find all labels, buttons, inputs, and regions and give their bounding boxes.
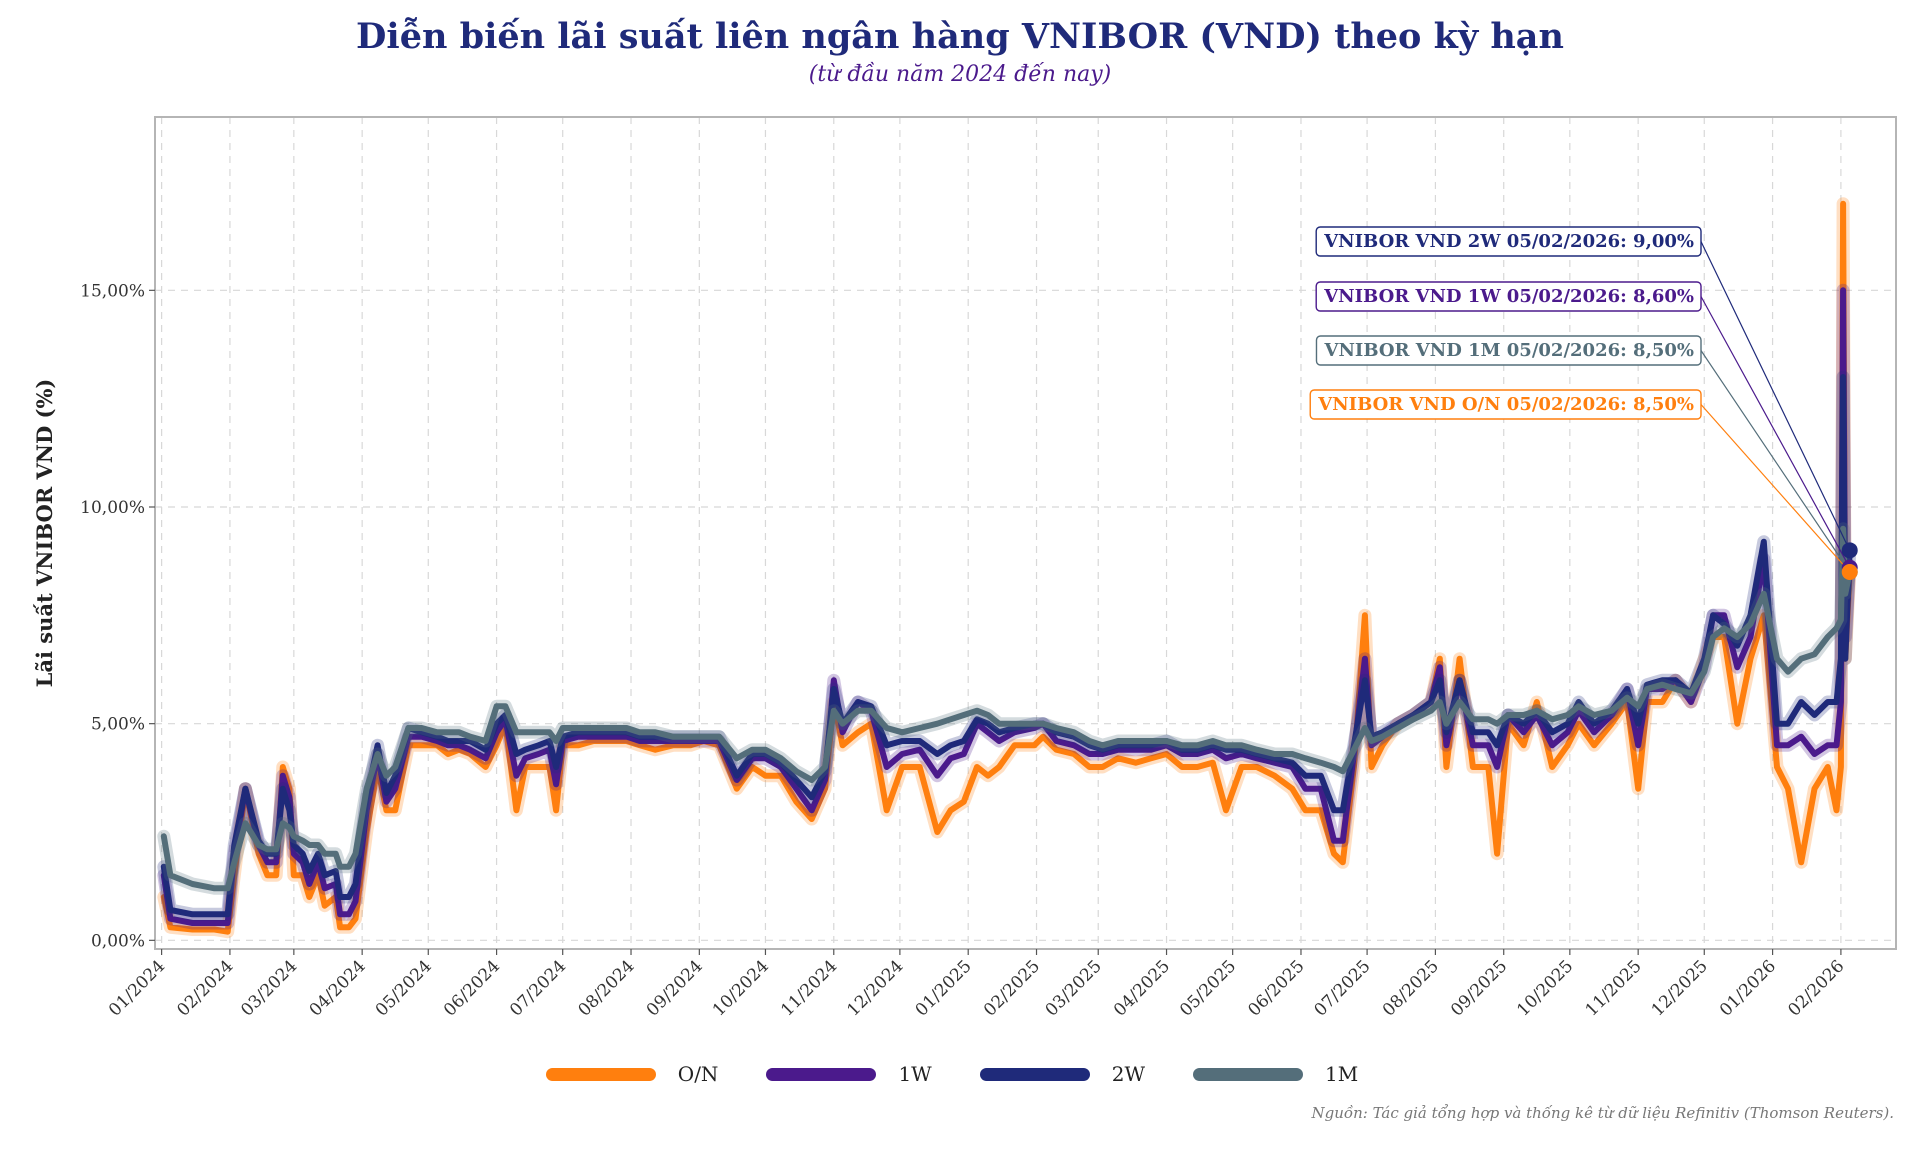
- legend-swatch-1w: [766, 1067, 877, 1081]
- legend-item-2w: 2W: [979, 1062, 1161, 1086]
- legend-label-1m: 1M: [1325, 1062, 1359, 1086]
- x-tick-label: 01/2026: [1716, 956, 1780, 1020]
- annotation-leader-3: [1700, 404, 1851, 573]
- y-tick-label: 5,00%: [91, 715, 145, 735]
- annotation-leader-2: [1700, 350, 1851, 573]
- y-tick-label: 15,00%: [80, 281, 145, 301]
- x-tick-label: 04/2024: [306, 956, 370, 1020]
- series-halo-2: [157, 370, 1857, 921]
- grid-layer: [155, 117, 1896, 949]
- annotation-label-2: VNIBOR VND 1M 05/02/2026: 8,50%: [1323, 340, 1694, 361]
- legend-swatch-on: [545, 1067, 656, 1081]
- x-tick-label: 03/2025: [1042, 956, 1106, 1020]
- plot-frame: [154, 116, 1897, 950]
- x-tick-label: 05/2025: [1176, 956, 1240, 1020]
- legend-swatch-2w: [979, 1067, 1090, 1081]
- x-tick-label: 03/2024: [237, 956, 301, 1020]
- series-layer: [157, 197, 1857, 939]
- x-tick-label: 10/2024: [709, 956, 773, 1020]
- legend-label-on: O/N: [677, 1062, 719, 1086]
- annotation-layer: VNIBOR VND 2W 05/02/2026: 9,00% VNIBOR VN…: [1309, 226, 1858, 580]
- endpoint-marker-0: [1841, 542, 1858, 559]
- x-tick-label: 01/2024: [105, 956, 169, 1020]
- x-tick-label: 01/2025: [912, 956, 976, 1020]
- y-tick-label: 10,00%: [80, 498, 145, 518]
- legend: O/N 1W 2W 1M: [0, 1062, 1920, 1086]
- legend-item-1w: 1W: [766, 1062, 947, 1086]
- legend-label-2w: 2W: [1111, 1062, 1145, 1086]
- y-axis-label: Lãi suất VNIBOR VND (%): [32, 379, 57, 688]
- series-line-1: [160, 287, 1853, 926]
- x-tick-label: 08/2025: [1379, 956, 1443, 1020]
- x-tick-label: 12/2025: [1648, 956, 1712, 1020]
- x-tick-label: 07/2024: [506, 956, 570, 1020]
- x-tick-label: 10/2025: [1513, 956, 1577, 1020]
- x-tick-label: 06/2025: [1244, 956, 1308, 1020]
- series-line-0: [160, 200, 1853, 935]
- series-line-3: [160, 525, 1853, 892]
- series-line-2: [160, 374, 1853, 918]
- legend-label-1w: 1W: [898, 1062, 932, 1086]
- series-halo-0: [157, 197, 1857, 939]
- annotation-leader-1: [1700, 296, 1851, 568]
- x-tick-label: 09/2025: [1447, 956, 1511, 1020]
- x-tick-label: 12/2024: [843, 956, 907, 1020]
- series-halo-3: [157, 522, 1857, 895]
- legend-item-1m: 1M: [1193, 1062, 1374, 1086]
- source-note: Nguồn: Tác giả tổng hợp và thống kê từ d…: [1311, 1104, 1894, 1122]
- legend-swatch-1m: [1193, 1067, 1303, 1081]
- chart-subtitle: (từ đầu năm 2024 đến nay): [808, 62, 1112, 87]
- y-tick-label: 0,00%: [91, 931, 145, 951]
- annotation-leader-0: [1700, 241, 1851, 551]
- annotation-label-1: VNIBOR VND 1W 05/02/2026: 8,60%: [1323, 286, 1694, 307]
- annotation-label-0: VNIBOR VND 2W 05/02/2026: 9,00%: [1323, 231, 1694, 252]
- x-tick-label: 02/2026: [1784, 956, 1848, 1020]
- x-tick-label: 06/2024: [440, 956, 504, 1020]
- x-tick-label: 07/2025: [1311, 956, 1375, 1020]
- x-tick-label: 04/2025: [1110, 956, 1174, 1020]
- x-tick-label: 02/2025: [980, 956, 1044, 1020]
- chart-title: Diễn biến lãi suất liên ngân hàng VNIBOR…: [356, 16, 1564, 57]
- x-tick-label: 02/2024: [173, 956, 237, 1020]
- x-tick-label: 08/2024: [574, 956, 638, 1020]
- x-tick-label: 05/2024: [372, 956, 436, 1020]
- x-tick-label: 11/2024: [777, 956, 841, 1020]
- x-tick-label: 11/2025: [1582, 956, 1646, 1020]
- x-tick-label: 09/2024: [643, 956, 707, 1020]
- legend-item-on: O/N: [545, 1062, 735, 1086]
- endpoint-marker-3: [1841, 564, 1858, 580]
- series-halo-1: [157, 283, 1857, 930]
- annotation-label-3: VNIBOR VND O/N 05/02/2026: 8,50%: [1317, 394, 1694, 415]
